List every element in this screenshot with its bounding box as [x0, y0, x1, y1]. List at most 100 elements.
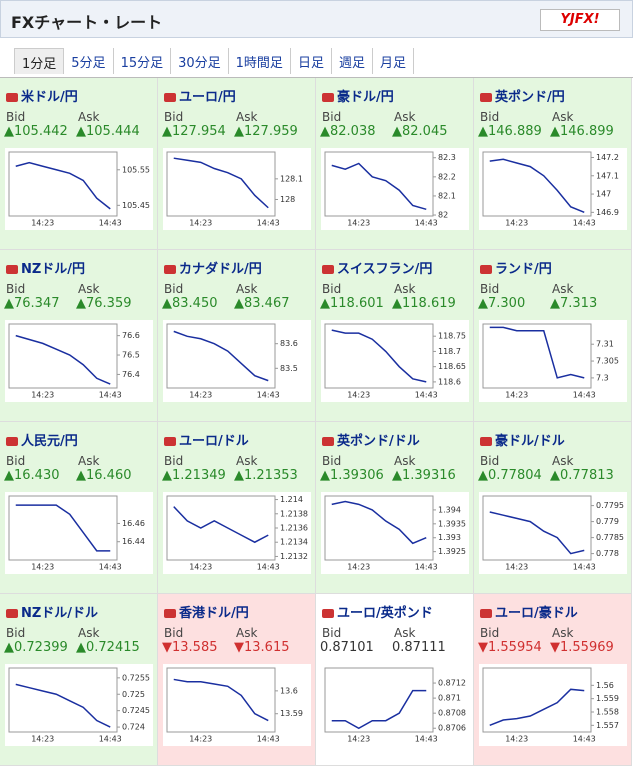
pair-label[interactable]: ランド/円 — [495, 262, 552, 277]
rate-panel[interactable]: NZドル/円 Bid Ask ▲76.347 ▲76.359 76.4 76.5 76.6 14… — [0, 250, 158, 422]
ask-price: 83.467 — [244, 296, 290, 311]
ask-price: 0.77813 — [560, 468, 614, 483]
pair-label[interactable]: 英ポンド/円 — [495, 90, 565, 105]
bid-value: ▲146.889 — [478, 124, 542, 139]
bid-label: Bid — [6, 626, 26, 640]
rate-panel[interactable]: ユーロ/円 Bid Ask ▲127.954 ▲127.959 128 128.1 14:23… — [158, 78, 316, 250]
ask-label: Ask — [78, 626, 100, 640]
price-line — [15, 334, 111, 385]
pair-label[interactable]: ユーロ/円 — [179, 90, 236, 105]
pair-label[interactable]: ユーロ/ドル — [179, 434, 249, 449]
pair-label[interactable]: 人民元/円 — [21, 434, 78, 449]
rate-panel[interactable]: ユーロ/ドル Bid Ask ▲1.21349 ▲1.21353 1.2132 1.2134… — [158, 422, 316, 594]
ask-value: ▲0.72415 — [76, 640, 140, 655]
y-tick-label: 7.305 — [596, 357, 619, 366]
x-tick-label: 14:43 — [99, 391, 122, 400]
rate-panel[interactable]: 豪ドル/円 Bid Ask ▲82.038 ▲82.045 82 82.1 82.2 82.3 1… — [316, 78, 474, 250]
y-tick-label: 105.45 — [122, 201, 150, 210]
plot-frame — [482, 495, 592, 561]
pair-label[interactable]: スイスフラン/円 — [337, 262, 433, 277]
rate-panel[interactable]: 豪ドル/ドル Bid Ask ▲0.77804 ▲0.77813 0.778 0.7785 0… — [474, 422, 632, 594]
pair-label[interactable]: ユーロ/英ポンド — [337, 606, 433, 621]
rate-panel[interactable]: 英ポンド/円 Bid Ask ▲146.889 ▲146.899 146.9 147 147.… — [474, 78, 632, 250]
tab[interactable]: 週足 — [332, 48, 373, 74]
plot-frame — [482, 667, 592, 733]
flag-icon — [322, 609, 334, 618]
tab[interactable]: 月足 — [373, 48, 414, 74]
pair-label[interactable]: 英ポンド/ドル — [337, 434, 420, 449]
direction-arrow: ▼ — [478, 640, 488, 655]
pair-name: NZドル/ドル — [6, 602, 98, 621]
ask-value: ▲146.899 — [550, 124, 614, 139]
flag-icon — [480, 93, 492, 102]
rate-panel[interactable]: 人民元/円 Bid Ask ▲16.430 ▲16.460 16.44 16.46 14:23… — [0, 422, 158, 594]
rate-panel[interactable]: カナダドル/円 Bid Ask ▲83.450 ▲83.467 83.5 83.6 14:23… — [158, 250, 316, 422]
x-tick-label: 14:43 — [415, 563, 438, 572]
ask-label: Ask — [552, 282, 574, 296]
plot-frame — [166, 667, 276, 733]
pair-name: 英ポンド/円 — [480, 86, 565, 105]
y-tick-label: 118.7 — [438, 347, 461, 356]
bid-value: 0.87101 — [320, 640, 374, 655]
direction-arrow: ▲ — [4, 296, 14, 311]
rate-panel[interactable]: ユーロ/豪ドル Bid Ask ▼1.55954 ▼1.55969 1.557 1.558 1… — [474, 594, 632, 766]
bid-price: 13.585 — [172, 640, 218, 655]
logo[interactable]: YJFX! — [540, 9, 620, 31]
price-line — [489, 326, 585, 379]
pair-label[interactable]: 豪ドル/ドル — [495, 434, 565, 449]
ask-value: ▲83.467 — [234, 296, 290, 311]
pair-label[interactable]: NZドル/円 — [21, 262, 86, 277]
mini-chart: 83.5 83.6 14:23 14:43 — [163, 320, 311, 402]
ask-price: 7.313 — [560, 296, 598, 311]
plot-frame — [324, 323, 434, 389]
ask-label: Ask — [552, 626, 574, 640]
flag-icon — [322, 437, 334, 446]
pair-label[interactable]: 米ドル/円 — [21, 90, 78, 105]
y-tick-label: 118.6 — [438, 377, 461, 386]
rate-panel[interactable]: ランド/円 Bid Ask ▲7.300 ▲7.313 7.3 7.305 7.31 14:23… — [474, 250, 632, 422]
y-tick-label: 83.5 — [280, 364, 298, 373]
x-tick-label: 14:43 — [415, 219, 438, 228]
rate-panel[interactable]: NZドル/ドル Bid Ask ▲0.72399 ▲0.72415 0.724 0.7245… — [0, 594, 158, 766]
y-tick-label: 1.3935 — [438, 519, 466, 528]
tab[interactable]: 5分足 — [64, 48, 114, 74]
ask-price: 0.72415 — [86, 640, 140, 655]
tab[interactable]: 1分足 — [14, 48, 65, 74]
pair-label[interactable]: NZドル/ドル — [21, 606, 99, 621]
direction-arrow: ▲ — [320, 124, 330, 139]
x-tick-label: 14:43 — [415, 735, 438, 744]
y-tick-label: 1.558 — [596, 708, 619, 717]
x-tick-label: 14:23 — [347, 735, 370, 744]
rate-panel[interactable]: 英ポンド/ドル Bid Ask ▲1.39306 ▲1.39316 1.3925 1.393… — [316, 422, 474, 594]
rate-panel[interactable]: ユーロ/英ポンド Bid Ask 0.87101 0.87111 0.8706 0.8708… — [316, 594, 474, 766]
tab[interactable]: 30分足 — [171, 48, 229, 74]
flag-icon — [480, 609, 492, 618]
pair-label[interactable]: 香港ドル/円 — [179, 606, 249, 621]
ask-value: ▲1.21353 — [234, 468, 298, 483]
tab[interactable]: 1時間足 — [229, 48, 291, 74]
y-tick-label: 0.725 — [122, 690, 145, 699]
price-line — [15, 683, 111, 728]
y-tick-label: 0.7245 — [122, 706, 150, 715]
rate-panel[interactable]: スイスフラン/円 Bid Ask ▲118.601 ▲118.619 118.6 118.6… — [316, 250, 474, 422]
y-tick-label: 76.4 — [122, 370, 140, 379]
y-tick-label: 1.2134 — [280, 538, 308, 547]
direction-arrow: ▲ — [550, 124, 560, 139]
ask-value: ▲0.77813 — [550, 468, 614, 483]
direction-arrow: ▲ — [4, 124, 14, 139]
y-tick-label: 76.6 — [122, 331, 140, 340]
mini-chart: 105.45 105.55 14:23 14:43 — [5, 148, 153, 230]
tab[interactable]: 日足 — [291, 48, 332, 74]
rate-grid: 米ドル/円 Bid Ask ▲105.442 ▲105.444 105.45 105.55 1… — [0, 77, 633, 771]
x-tick-label: 14:43 — [99, 563, 122, 572]
y-tick-label: 128.1 — [280, 174, 303, 183]
pair-label[interactable]: ユーロ/豪ドル — [495, 606, 578, 621]
rate-panel[interactable]: 米ドル/円 Bid Ask ▲105.442 ▲105.444 105.45 105.55 1… — [0, 78, 158, 250]
bid-price: 146.889 — [488, 124, 542, 139]
pair-label[interactable]: 豪ドル/円 — [337, 90, 394, 105]
rate-panel[interactable]: 香港ドル/円 Bid Ask ▼13.585 ▼13.615 13.59 13.6 14:23… — [158, 594, 316, 766]
direction-arrow: ▲ — [478, 124, 488, 139]
pair-label[interactable]: カナダドル/円 — [179, 262, 262, 277]
tab[interactable]: 15分足 — [114, 48, 172, 74]
direction-arrow: ▲ — [392, 468, 402, 483]
